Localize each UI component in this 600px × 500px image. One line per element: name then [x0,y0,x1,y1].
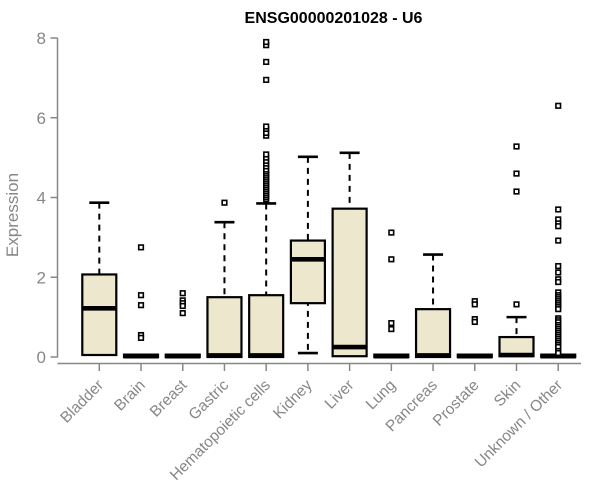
box-group-prostate [456,298,493,359]
outlier-point [179,290,186,297]
outlier-point [555,223,562,230]
outlier-point [471,301,478,308]
outlier-point [263,58,270,66]
box-group-gastric [206,199,243,359]
iqr-box [414,308,452,359]
outlier-point [555,269,562,276]
iqr-box [331,207,368,358]
outlier-point [179,310,186,317]
box-group-kidney [289,155,326,355]
outlier-point [513,143,520,150]
outlier-point [471,318,478,326]
iqr-box [81,273,118,357]
x-tick-label-liver: Liver [322,377,358,413]
outlier-point [555,306,562,313]
y-tick-label: 4 [37,189,46,208]
outlier-point [263,38,270,46]
x-tick-label-bladder: Bladder [57,377,107,427]
outlier-point [179,302,186,310]
outlier-point [555,349,562,357]
outlier-point [555,262,562,270]
outlier-point [388,325,395,333]
outlier-point [513,188,520,195]
outlier-point [555,237,562,244]
outlier-point [137,334,145,341]
y-tick-label: 8 [37,29,46,48]
y-tick-label: 2 [37,268,46,287]
iqr-box [206,296,243,359]
y-tick-label: 6 [37,109,46,128]
box-group-brain [122,244,160,359]
outlier-point [263,151,270,158]
box-group-liver [331,151,368,358]
chart-title: ENSG00000201028 - U6 [244,10,423,27]
box-group-lung [373,229,410,359]
outlier-point [137,244,145,251]
x-tick-label-skin: Skin [491,377,524,410]
x-tick-label-breast: Breast [147,376,191,420]
box-group-hematopoietic-cells [248,38,285,359]
iqr-box [289,239,326,305]
x-tick-label-brain: Brain [111,377,149,415]
outlier-point [263,76,270,83]
x-tick-label-kidney: Kidney [270,377,316,423]
outlier-point [388,256,395,263]
outlier-point [555,102,562,109]
outlier-point [263,123,270,130]
box-group-skin [498,143,535,358]
box-group-pancreas [414,253,452,359]
outlier-point [513,301,520,308]
iqr-box [248,294,285,359]
x-tick-label-lung: Lung [363,377,399,413]
outlier-point [137,302,145,309]
outlier-point [388,320,395,327]
outlier-point [137,292,145,299]
box-group-breast [164,290,201,359]
box-group-bladder [81,201,118,357]
outlier-point [513,170,520,177]
outlier-point [555,278,562,286]
box-group-unknown-other [540,102,577,359]
outlier-point [555,206,562,213]
outlier-point [221,199,228,206]
y-tick-label: 0 [37,348,46,367]
x-tick-label-prostate: Prostate [430,377,483,430]
outlier-point [388,229,395,236]
